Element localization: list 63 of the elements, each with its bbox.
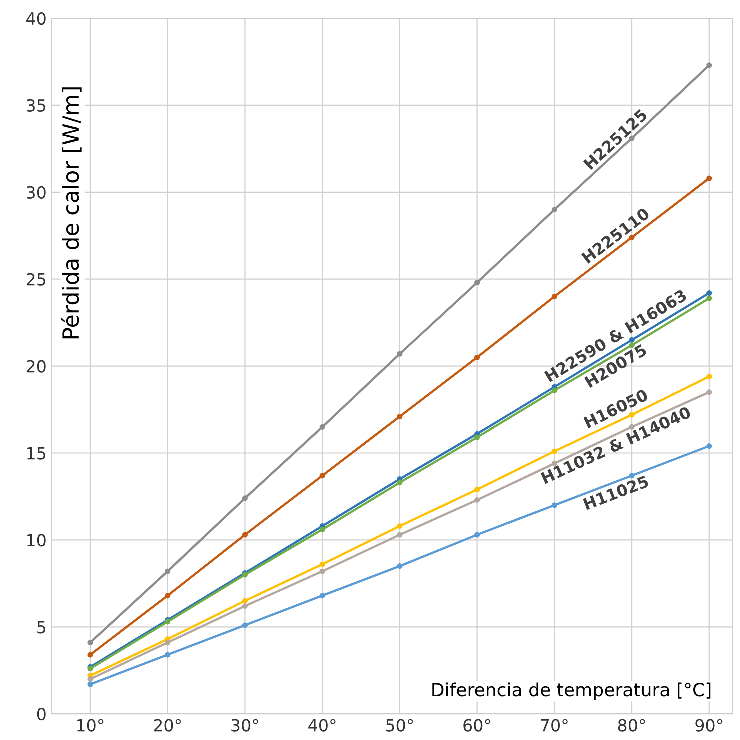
point [397, 351, 403, 357]
point [397, 564, 403, 570]
point [474, 434, 480, 440]
x-axis-title: Diferencia de temperatura [°C] [432, 682, 711, 700]
x-tick-label: 70° [541, 719, 568, 732]
point [397, 480, 403, 486]
x-tick-label: 20° [154, 719, 182, 732]
x-tick-label: 90° [696, 719, 723, 732]
point [397, 524, 403, 530]
point [88, 640, 94, 646]
y-axis-title: Pérdida de calor [W/m] [61, 88, 82, 339]
point [706, 176, 712, 182]
point [552, 502, 558, 508]
x-tick-label: 40° [308, 719, 336, 732]
y-tick-label: 40 [26, 12, 46, 26]
point [474, 280, 480, 286]
point [88, 682, 94, 688]
y-tick-label: 10 [28, 534, 46, 547]
x-tick-label: 80° [618, 719, 646, 732]
point [706, 374, 712, 380]
y-tick-label: 5 [38, 621, 46, 634]
point [706, 62, 712, 68]
point [706, 444, 712, 450]
y-tick-label: 20 [26, 360, 46, 373]
point [706, 390, 712, 396]
point [242, 604, 248, 610]
point [320, 593, 326, 599]
point [474, 497, 480, 503]
point [320, 424, 326, 430]
point [242, 598, 248, 604]
point [552, 207, 558, 213]
point [165, 640, 171, 646]
point [629, 337, 635, 343]
y-tick-label: 0 [37, 708, 46, 721]
point [165, 593, 171, 599]
point [88, 676, 94, 682]
point [242, 622, 248, 628]
point [242, 532, 248, 538]
point [320, 568, 326, 574]
point [474, 532, 480, 538]
y-tick-label: 15 [28, 447, 46, 460]
point [552, 294, 558, 300]
point [706, 296, 712, 302]
x-tick-label: 50° [386, 719, 414, 732]
point [165, 568, 171, 574]
point [397, 532, 403, 538]
point [397, 414, 403, 420]
point [320, 473, 326, 479]
point [706, 290, 712, 296]
y-tick-label: 25 [26, 273, 46, 286]
y-tick-label: 35 [27, 99, 46, 112]
x-tick-label: 10° [78, 719, 104, 732]
x-tick-label: 60° [464, 719, 490, 732]
point [242, 496, 248, 502]
point [320, 562, 326, 568]
point [474, 354, 480, 360]
x-tick-label: 30° [232, 719, 258, 732]
y-tick-label: 30 [27, 186, 46, 199]
point [474, 486, 480, 493]
point [320, 526, 326, 533]
point [552, 388, 558, 394]
point [88, 652, 94, 658]
point [165, 652, 171, 658]
